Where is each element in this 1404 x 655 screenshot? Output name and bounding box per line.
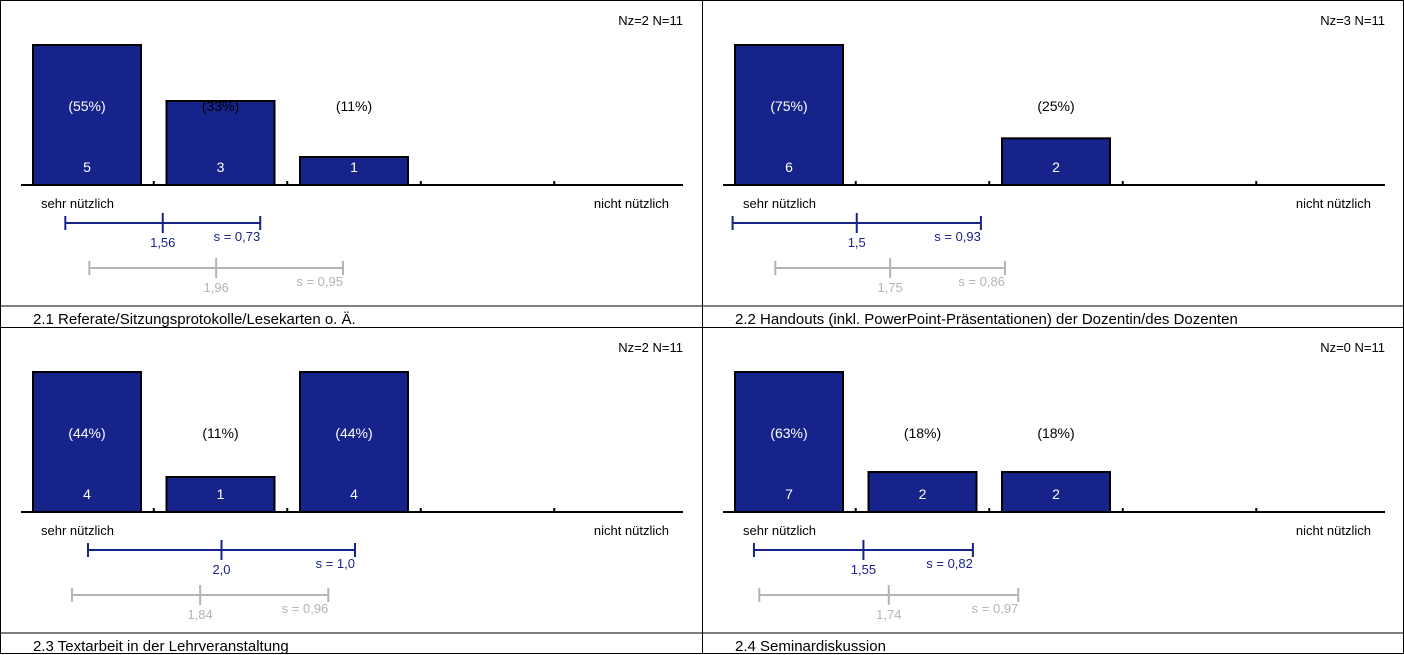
bar-count-label: 2 — [1052, 486, 1060, 502]
bar-count-label: 4 — [350, 486, 358, 502]
bar-2 — [867, 471, 978, 513]
stats-label: Nz=2 N=11 — [618, 13, 683, 28]
scale-left-label: sehr nützlich — [743, 523, 816, 538]
reference-sd-label: s = 0,96 — [282, 601, 329, 616]
chart-svg: Nz=3 N=11 6 (75%) 2 (25%) sehr nützlich nicht … — [703, 13, 1404, 328]
bar-1 — [734, 371, 844, 513]
scale-left-label: sehr nützlich — [41, 196, 114, 211]
scale-right-label: nicht nützlich — [1296, 523, 1371, 538]
mean-sd-label: s = 0,93 — [934, 229, 981, 244]
bar-count-label: 1 — [217, 486, 225, 502]
bar-percent-label: (18%) — [1037, 425, 1074, 441]
bar-count-label: 1 — [350, 159, 358, 175]
bar-percent-label: (63%) — [770, 425, 807, 441]
bar-percent-label: (44%) — [335, 425, 372, 441]
chart-panel-3: Nz=2 N=11 4 (44%) 1 (11%) 4 (44%) sehr nützlich… — [0, 327, 703, 655]
reference-mean-label: 1,96 — [204, 280, 229, 295]
scale-right-label: nicht nützlich — [1296, 196, 1371, 211]
reference-sd-label: s = 0,97 — [972, 601, 1019, 616]
chart-title: 2.3 Textarbeit in der Lehrveranstaltung — [33, 638, 289, 655]
reference-mean-label: 1,74 — [876, 607, 901, 622]
bar-percent-label: (11%) — [202, 425, 238, 441]
chart-svg: Nz=2 N=11 5 (55%) 3 (33%) 1 (11%) sehr nützlich… — [1, 13, 703, 328]
chart-title: 2.2 Handouts (inkl. PowerPoint-Präsentat… — [735, 311, 1238, 328]
mean-sd-label: s = 0,73 — [214, 229, 261, 244]
scale-right-label: nicht nützlich — [594, 196, 669, 211]
bar-count-label: 4 — [83, 486, 91, 502]
bar-3 — [1001, 137, 1111, 186]
mean-sd-label: s = 0,82 — [926, 556, 973, 571]
chart-svg: Nz=0 N=11 7 (63%) 2 (18%) 2 (18%) sehr nützlich… — [703, 340, 1404, 655]
reference-sd-label: s = 0,86 — [958, 274, 1005, 289]
bar-3 — [299, 371, 409, 513]
bar-percent-label: (18%) — [904, 425, 941, 441]
stats-label: Nz=2 N=11 — [618, 340, 683, 355]
bar-3 — [1001, 471, 1111, 513]
chart-svg: Nz=2 N=11 4 (44%) 1 (11%) 4 (44%) sehr nützlich… — [1, 340, 703, 655]
chart-title: 2.1 Referate/Sitzungsprotokolle/Lesekart… — [33, 311, 356, 328]
mean-mean-label: 1,56 — [150, 235, 175, 250]
scale-right-label: nicht nützlich — [594, 523, 669, 538]
reference-sd-label: s = 0,95 — [296, 274, 343, 289]
chart-panel-2: Nz=3 N=11 6 (75%) 2 (25%) sehr nützlich nicht … — [702, 0, 1404, 328]
bar-1 — [32, 44, 142, 186]
bar-count-label: 5 — [83, 159, 91, 175]
bar-percent-label: (75%) — [770, 98, 807, 114]
reference-mean-label: 1,84 — [187, 607, 212, 622]
mean-sd-label: s = 1,0 — [316, 556, 355, 571]
chart-panel-1: Nz=2 N=11 5 (55%) 3 (33%) 1 (11%) sehr nützlich… — [0, 0, 703, 328]
stats-label: Nz=0 N=11 — [1320, 340, 1385, 355]
bar-count-label: 2 — [1052, 159, 1060, 175]
bar-percent-label: (25%) — [1037, 98, 1074, 114]
bar-count-label: 3 — [217, 159, 225, 175]
scale-left-label: sehr nützlich — [41, 523, 114, 538]
bar-2 — [165, 100, 276, 186]
bar-count-label: 2 — [919, 486, 927, 502]
scale-left-label: sehr nützlich — [743, 196, 816, 211]
chart-panel-4: Nz=0 N=11 7 (63%) 2 (18%) 2 (18%) sehr nützlich… — [702, 327, 1404, 655]
mean-mean-label: 1,55 — [851, 562, 876, 577]
bar-count-label: 6 — [785, 159, 793, 175]
bar-count-label: 7 — [785, 486, 793, 502]
bar-1 — [32, 371, 142, 513]
chart-title: 2.4 Seminardiskussion — [735, 638, 886, 655]
bar-percent-label: (44%) — [68, 425, 105, 441]
bar-percent-label: (33%) — [202, 98, 239, 114]
reference-mean-label: 1,75 — [877, 280, 902, 295]
bar-1 — [734, 44, 844, 186]
bar-percent-label: (55%) — [68, 98, 105, 114]
mean-mean-label: 2,0 — [212, 562, 230, 577]
bar-percent-label: (11%) — [336, 98, 372, 114]
stats-label: Nz=3 N=11 — [1320, 13, 1385, 28]
mean-mean-label: 1,5 — [848, 235, 866, 250]
